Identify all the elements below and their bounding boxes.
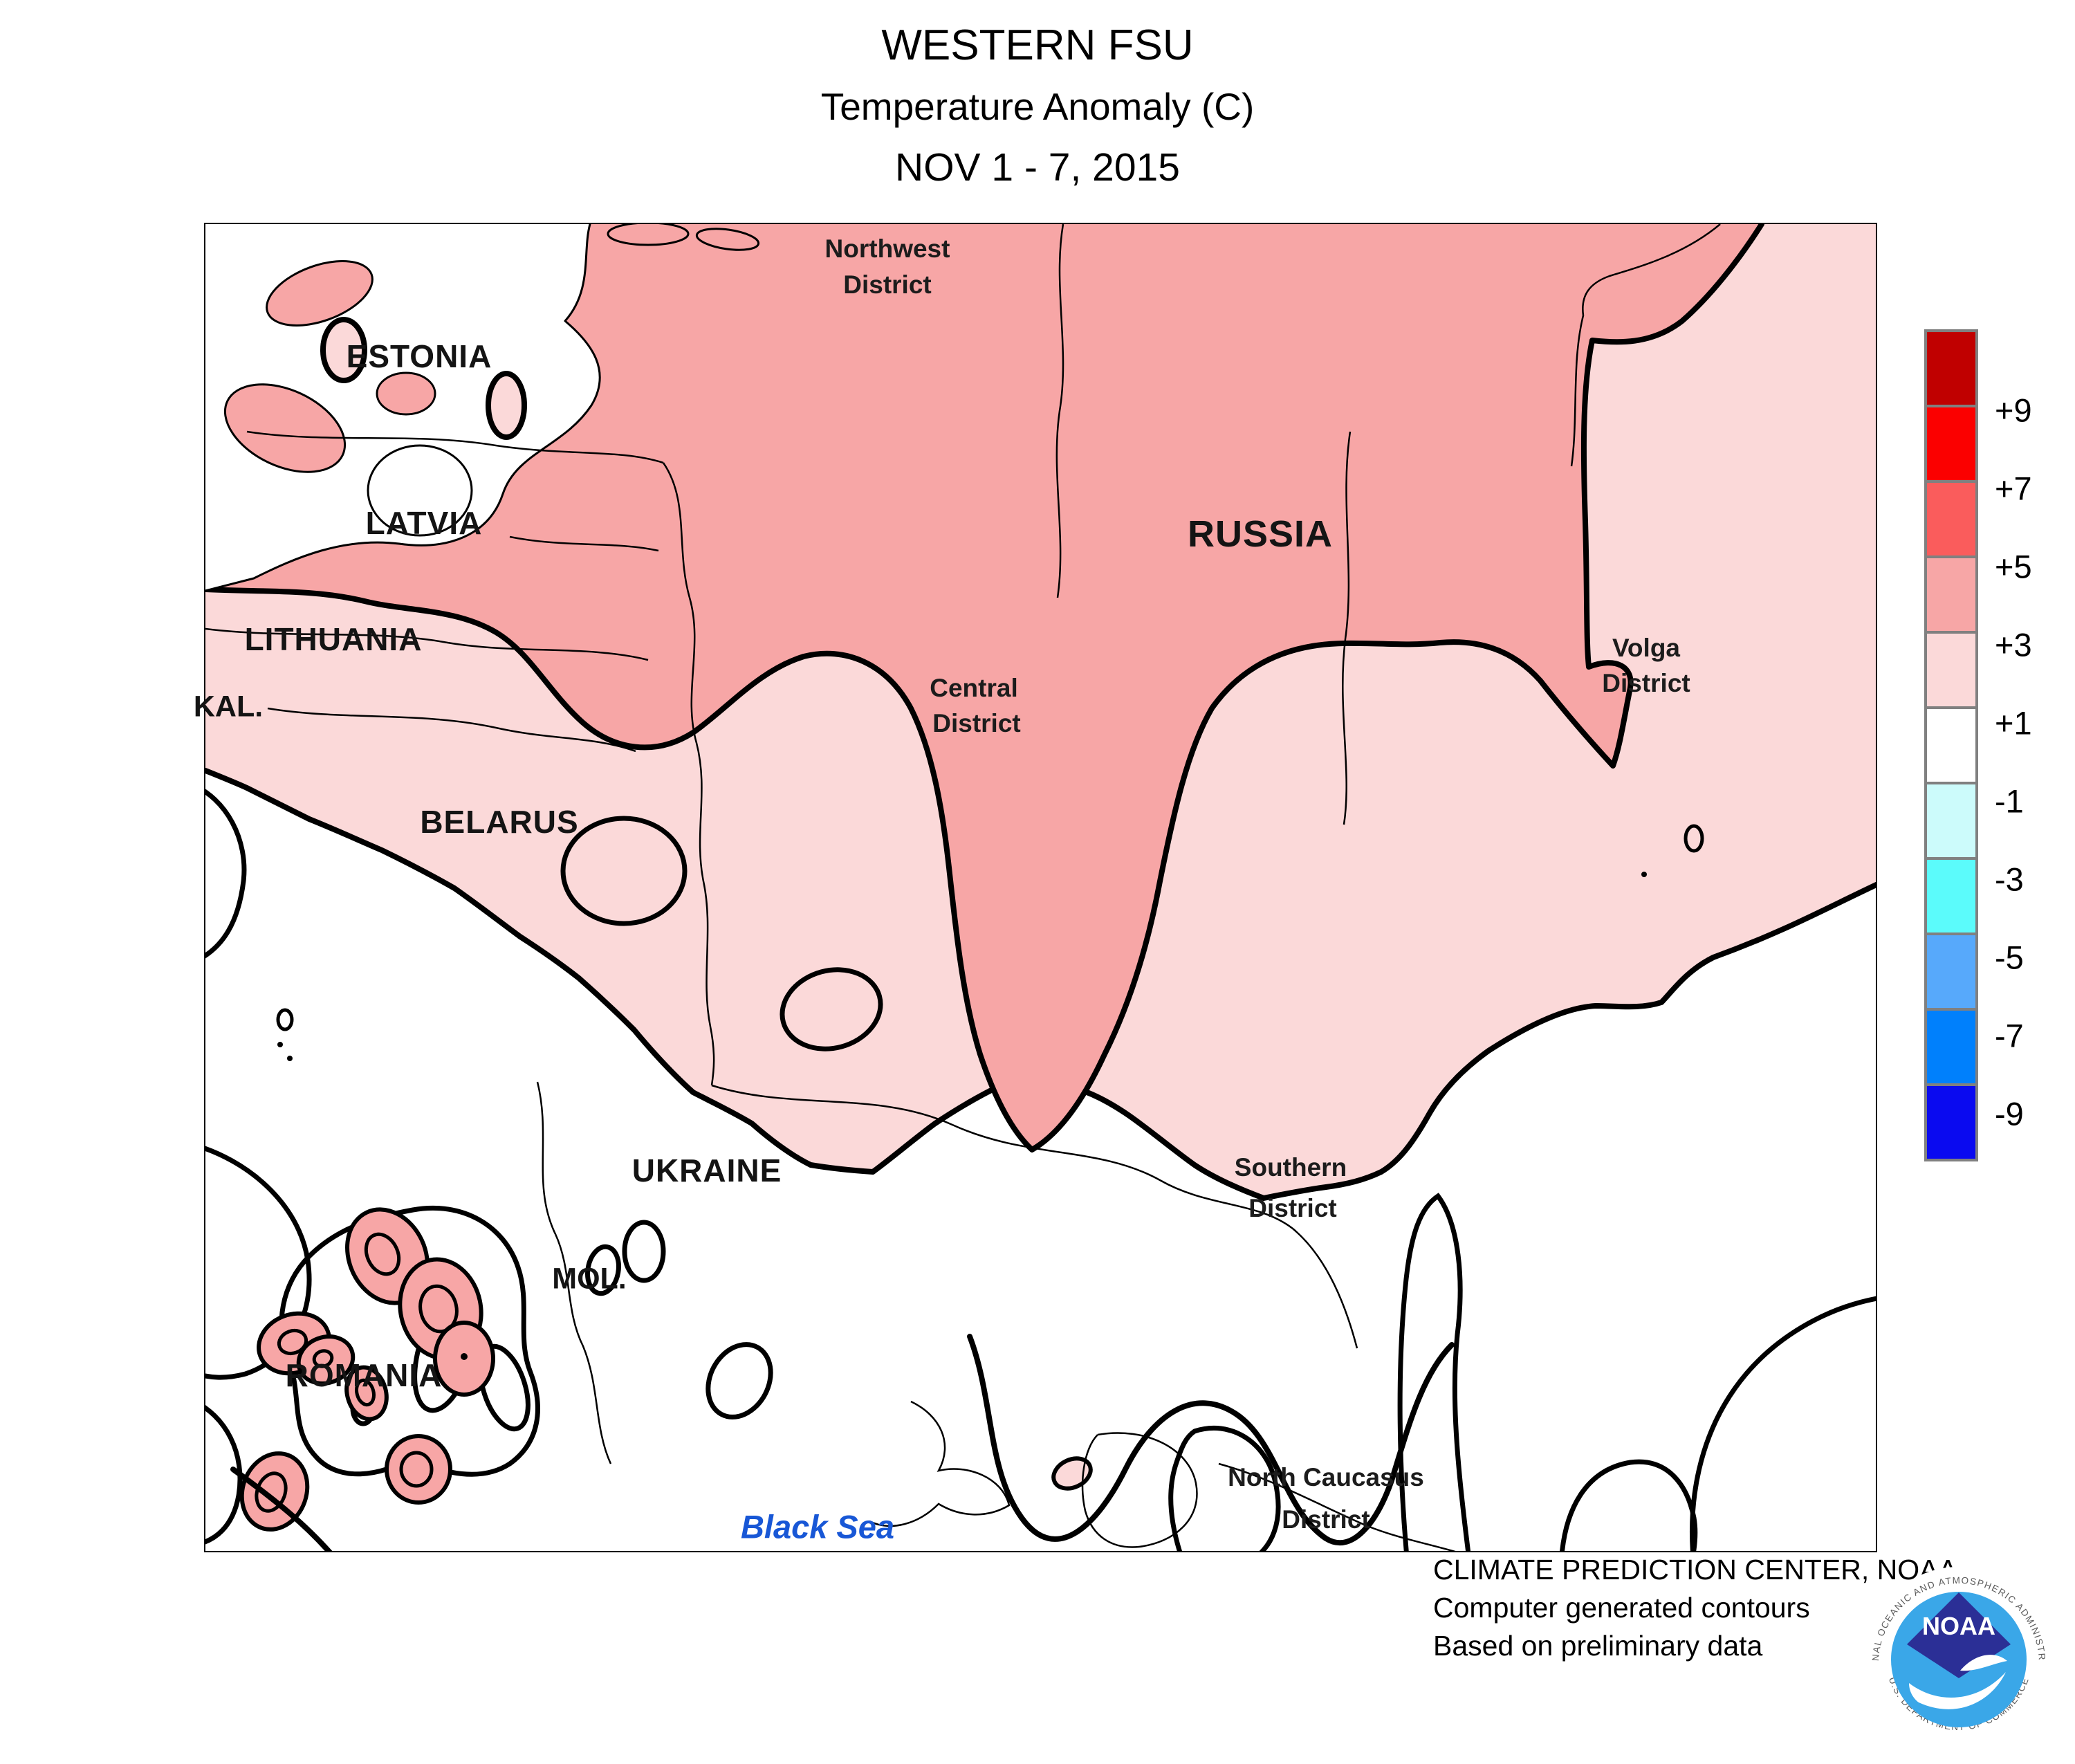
romania-warm-cluster	[239, 1205, 540, 1532]
map-label-latvia: LATVIA	[365, 505, 483, 541]
legend-value-label: -1	[1995, 782, 2024, 820]
map-label-kal-: KAL.	[193, 690, 264, 724]
title-line-2: Temperature Anomaly (C)	[820, 85, 1255, 128]
legend-color-box	[1924, 555, 1978, 634]
map-label-volga: Volga	[1612, 634, 1680, 662]
legend-color-box	[1924, 706, 1978, 784]
anomaly-map	[204, 223, 1877, 1552]
map-label-romania: ROMANIA	[285, 1357, 443, 1393]
map-label-ukraine: UKRAINE	[631, 1152, 782, 1188]
title-line-3: NOV 1 - 7, 2015	[895, 145, 1180, 190]
map-label-black-sea: Black Sea	[740, 1508, 895, 1545]
legend-value-label: -5	[1995, 939, 2024, 976]
map-label-district: District	[932, 709, 1021, 737]
thick-contours	[230, 824, 1704, 1551]
legend-color-box	[1924, 932, 1978, 1011]
legend-color-box	[1924, 857, 1978, 935]
map-label-central: Central	[930, 674, 1018, 702]
north-caucasus-warm-blob	[1168, 1426, 1281, 1551]
map-label-estonia: ESTONIA	[346, 338, 492, 374]
map-label-district: District	[1282, 1505, 1370, 1534]
map-label-north-caucasus: North Caucasus	[1228, 1463, 1424, 1491]
legend-value-label: -9	[1995, 1095, 2024, 1132]
map-label-lithuania: LITHUANIA	[244, 621, 423, 657]
map-label-district: District	[1602, 669, 1690, 697]
map-label-southern: Southern	[1234, 1153, 1347, 1182]
map-label-district: District	[1248, 1194, 1337, 1222]
legend-value-label: +9	[1995, 392, 2032, 429]
map-label-belarus: BELARUS	[420, 804, 579, 840]
credit-block: CLIMATE PREDICTION CENTER, NOAA Computer…	[1433, 1551, 1957, 1665]
logo-seagull-icon	[1909, 1672, 2006, 1709]
logo-seagull-wing-icon	[1960, 1655, 2007, 1671]
title-line-1: WESTERN FSU	[881, 21, 1194, 69]
legend-color-box	[1924, 480, 1978, 558]
logo-noaa-text: NOAA	[1922, 1612, 1995, 1640]
legend-color-scale	[1924, 329, 1978, 1161]
zone-plus3-plus5	[205, 224, 1764, 1152]
map-label-northwest: Northwest	[824, 235, 950, 263]
credit-line-1: CLIMATE PREDICTION CENTER, NOAA	[1433, 1554, 1957, 1586]
credit-line-2: Computer generated contours	[1433, 1592, 1810, 1624]
legend-color-box	[1924, 1008, 1978, 1086]
legend-value-label: +5	[1995, 548, 2032, 585]
map-label-russia: RUSSIA	[1187, 513, 1334, 555]
caspian-side-warm-blob	[1560, 1459, 1698, 1551]
legend-value-label: +1	[1995, 704, 2032, 742]
political-borders	[205, 224, 1721, 1551]
small-warm-blob	[1051, 1456, 1093, 1491]
baltic-islands	[223, 224, 760, 473]
credit-line-3: Based on preliminary data	[1433, 1630, 1763, 1662]
legend-color-box	[1924, 782, 1978, 860]
map-label-mol-: MOL.	[552, 1262, 627, 1296]
map-label-district: District	[843, 270, 932, 299]
chart-title: WESTERN FSU Temperature Anomaly (C) NOV …	[0, 15, 2075, 198]
gulf-of-riga	[367, 444, 473, 537]
noaa-logo: NATIONAL OCEANIC AND ATMOSPHERIC ADMINIS…	[1866, 1567, 2051, 1752]
legend-color-box	[1924, 1083, 1978, 1161]
pale-oval-estonia	[320, 317, 367, 383]
legend-value-label: -3	[1995, 861, 2024, 898]
legend-value-label: -7	[1995, 1017, 2024, 1054]
pale-oval-pskov	[486, 371, 527, 440]
legend-color-box	[1924, 329, 1978, 407]
legend-color-box	[1924, 631, 1978, 709]
legend-value-label: +7	[1995, 470, 2032, 507]
legend-color-box	[1924, 405, 1978, 483]
map-canvas	[205, 224, 1876, 1551]
legend-value-label: +3	[1995, 626, 2032, 663]
